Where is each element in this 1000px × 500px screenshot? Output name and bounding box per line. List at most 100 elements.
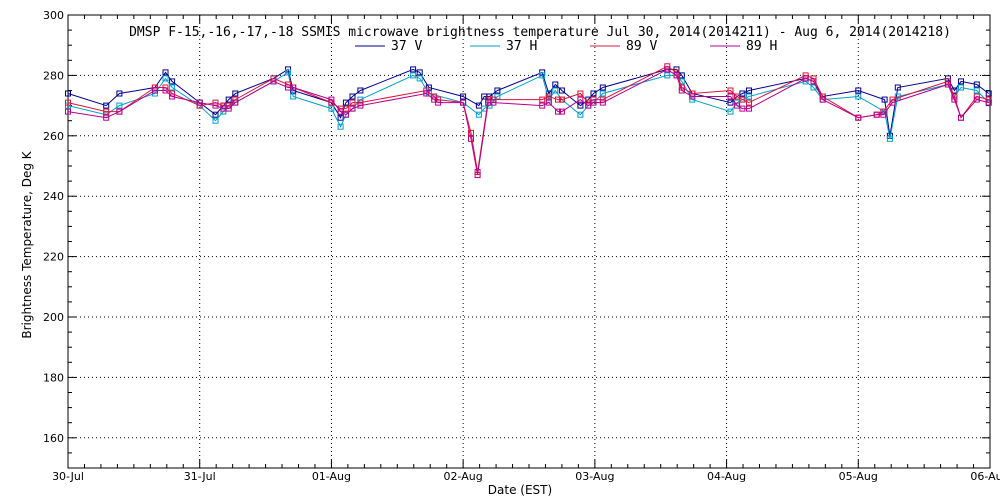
data-point [270,78,277,85]
data-point [162,75,169,82]
data-point [212,111,219,118]
data-point [539,72,546,79]
data-point [819,96,826,103]
x-tick-label: 05-Aug [839,470,878,483]
data-point [212,117,219,124]
data-point [577,90,584,97]
data-point [810,84,817,91]
axis-ticks: 160 180 200 220 240 260 280 300 30-Jul 31-Jul 01-A… [43,9,1000,483]
data-point [552,81,559,88]
data-point [486,93,493,100]
data-point [558,87,565,94]
data-point [727,99,734,106]
x-tick-label: 04-Aug [707,470,746,483]
data-point [475,111,482,118]
y-tick-label: 240 [43,190,64,203]
legend-label: 89 V [626,39,657,54]
data-point [225,105,232,112]
data-point [349,99,356,106]
data-point [162,87,169,94]
data-point [739,96,746,103]
x-tick-label: 01-Aug [312,470,351,483]
data-point [116,102,123,109]
data-point [577,102,584,109]
data-point [116,108,123,115]
data-point [342,111,349,118]
data-point [460,99,467,106]
data-point [468,135,474,142]
data-point [552,87,559,94]
data-point [460,93,467,100]
data-point [727,108,734,115]
data-point [435,99,442,106]
data-point [65,90,71,97]
data-point [873,111,880,118]
y-tick-label: 260 [43,130,64,143]
series-line [67,68,990,136]
data-point [349,105,356,112]
data-point [802,75,809,82]
data-point [678,87,685,94]
data-point [328,105,335,112]
y-tick-label: 200 [43,311,64,324]
data-point [746,99,752,106]
data-point [196,99,203,106]
data-point [689,96,696,103]
data-point [599,84,606,91]
data-point [889,99,896,106]
data-point [162,69,169,76]
legend: 37 V 37 H 89 V 89 H [355,39,777,54]
data-point [727,87,734,94]
data-point [290,93,297,100]
data-point [474,172,481,179]
data-point [973,81,980,88]
data-point [494,93,501,100]
data-point [494,87,501,94]
data-point [734,93,741,100]
data-point [423,90,430,97]
data-point [880,111,887,118]
data-point [558,108,565,115]
data-point [958,78,964,85]
data-point [490,99,497,106]
data-point [944,78,951,85]
data-point [599,99,606,106]
data-point [973,96,980,103]
y-tick-label: 300 [43,9,64,22]
data-point [590,99,597,106]
series-layer [65,63,992,179]
data-point [664,66,671,73]
data-point [151,87,158,94]
data-point [103,108,110,115]
data-point [599,90,606,97]
data-point [169,78,176,85]
legend-label: 37 V [391,39,422,54]
data-point [212,102,219,109]
data-point [985,90,992,97]
x-tick-label: 31-Jul [184,470,216,483]
y-tick-label: 220 [43,251,64,264]
data-point [555,96,561,103]
data-point [410,66,417,73]
data-point [855,114,862,121]
data-point [416,75,423,82]
data-point [468,129,474,136]
data-point [973,87,980,94]
data-point [746,93,752,100]
data-point [958,84,964,91]
data-point [555,108,561,115]
data-point [416,69,423,76]
data-point [951,96,958,103]
y-tick-label: 280 [43,69,64,82]
data-point [739,105,746,112]
y-tick-label: 160 [43,432,64,445]
data-point [577,111,584,118]
legend-label: 37 H [506,39,537,54]
data-point [342,99,349,106]
data-point [357,102,364,109]
data-point [689,93,696,100]
data-point [103,114,110,121]
x-tick-label: 02-Aug [444,470,483,483]
data-point [558,96,565,103]
